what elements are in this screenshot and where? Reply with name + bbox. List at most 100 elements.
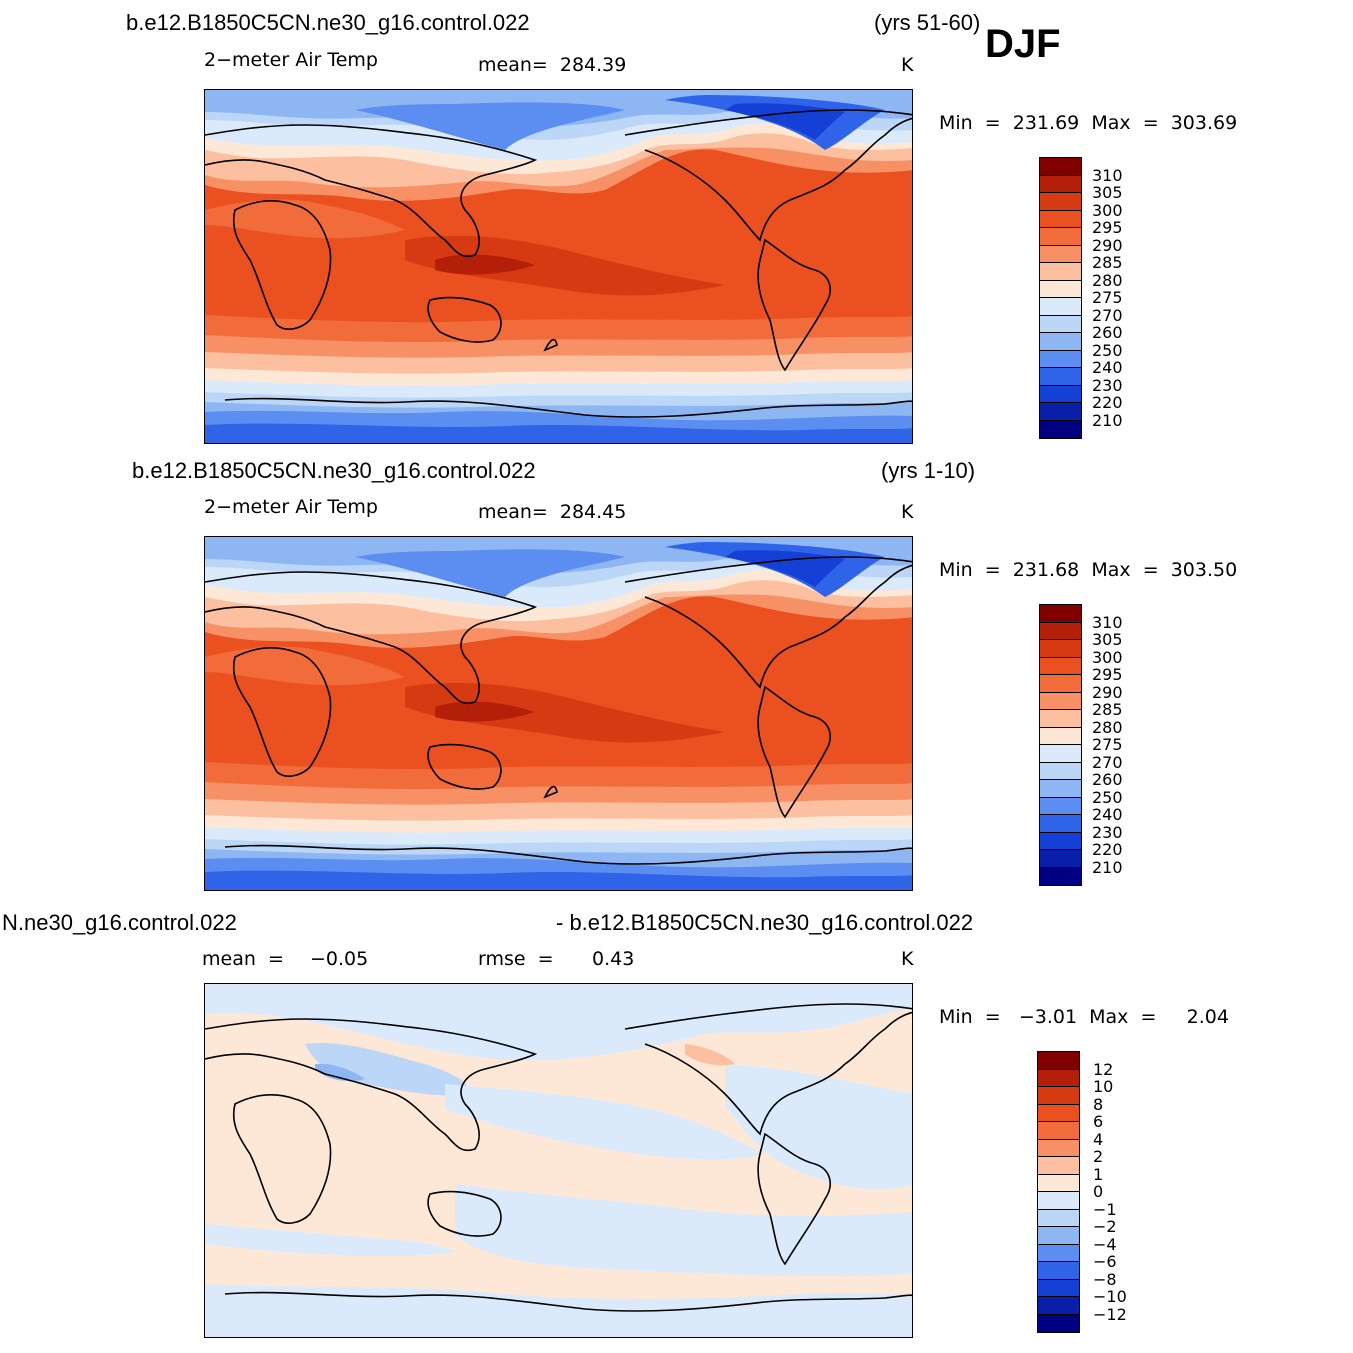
colorbar-swatch — [1038, 1174, 1079, 1192]
colorbar-tick-label: 240 — [1092, 358, 1123, 377]
colorbar-swatch — [1040, 745, 1081, 763]
colorbar-tick-label: 305 — [1092, 183, 1123, 202]
panel2-variable: 2−meter Air Temp — [204, 496, 378, 518]
colorbar-tick-label: −1 — [1093, 1199, 1117, 1219]
colorbar-swatch — [1040, 815, 1081, 833]
colorbar-tick-label: 305 — [1092, 630, 1123, 649]
colorbar-tick-label: 230 — [1092, 822, 1123, 842]
colorbar-swatch — [1040, 675, 1081, 693]
colorbar-tick-label: 12 — [1093, 1059, 1114, 1079]
colorbar-tick-label: 10 — [1093, 1077, 1114, 1096]
colorbar-tick-label: 4 — [1093, 1129, 1104, 1149]
colorbar-tick-label: 2 — [1093, 1147, 1104, 1166]
colorbar-tick-label: −10 — [1093, 1287, 1127, 1306]
colorbar-swatch — [1038, 1157, 1079, 1175]
colorbar-swatch — [1040, 710, 1081, 728]
colorbar-tick-label: 250 — [1092, 787, 1123, 807]
colorbar-swatch — [1040, 298, 1081, 316]
colorbar-swatch — [1040, 420, 1081, 438]
colorbar-tick-label: 220 — [1092, 393, 1123, 412]
panel2-mean: mean= 284.45 — [478, 501, 627, 523]
panel3-units: K — [901, 948, 914, 970]
colorbar-swatch — [1040, 867, 1081, 885]
colorbar-swatch — [1038, 1314, 1079, 1332]
colorbar-swatch — [1040, 385, 1081, 403]
panel2-minmax: Min = 231.68 Max = 303.50 — [939, 559, 1238, 581]
colorbar-swatch — [1038, 1244, 1079, 1262]
panel2-units: K — [901, 501, 914, 523]
colorbar-swatch — [1040, 350, 1081, 368]
colorbar-swatch — [1040, 605, 1081, 623]
colorbar-swatch — [1040, 640, 1081, 658]
panel2-case-title: b.e12.B1850C5CN.ne30_g16.control.022 — [132, 458, 536, 483]
panel2-map — [204, 536, 913, 891]
colorbar-swatch — [1040, 368, 1081, 386]
panel3-colorbar — [1037, 1051, 1080, 1333]
colorbar-tick-label: 230 — [1092, 375, 1123, 395]
colorbar-swatch — [1040, 175, 1081, 193]
colorbar-tick-label: 290 — [1092, 235, 1123, 255]
colorbar-tick-label: 280 — [1092, 717, 1123, 737]
colorbar-tick-label: 285 — [1092, 253, 1123, 272]
colorbar-swatch — [1040, 850, 1081, 868]
panel3-mean-label: mean = — [202, 948, 284, 970]
panel3-case-left: N.ne30_g16.control.022 — [2, 910, 237, 935]
colorbar-tick-label: −6 — [1093, 1252, 1117, 1271]
colorbar-swatch — [1038, 1087, 1079, 1105]
colorbar-tick-label: 295 — [1092, 218, 1123, 237]
colorbar-swatch — [1040, 228, 1081, 246]
colorbar-swatch — [1038, 1297, 1079, 1315]
colorbar-swatch — [1038, 1104, 1079, 1122]
colorbar-tick-label: 310 — [1092, 165, 1123, 185]
panel3-map — [204, 983, 913, 1338]
panel2-colorbar — [1039, 604, 1082, 886]
colorbar-swatch — [1040, 832, 1081, 850]
colorbar-swatch — [1038, 1069, 1079, 1087]
panel3-minmax: Min = −3.01 Max = 2.04 — [939, 1006, 1229, 1028]
panel3-case-right: - b.e12.B1850C5CN.ne30_g16.control.022 — [556, 910, 974, 935]
panel1-map — [204, 89, 913, 444]
colorbar-tick-label: 295 — [1092, 665, 1123, 684]
colorbar-swatch — [1040, 333, 1081, 351]
colorbar-swatch — [1040, 245, 1081, 263]
colorbar-swatch — [1038, 1139, 1079, 1157]
colorbar-tick-label: 275 — [1092, 735, 1123, 754]
colorbar-swatch — [1040, 280, 1081, 298]
colorbar-tick-label: 300 — [1092, 200, 1123, 220]
colorbar-swatch — [1038, 1209, 1079, 1227]
colorbar-tick-label: 8 — [1093, 1094, 1104, 1114]
colorbar-tick-label: 260 — [1092, 770, 1123, 789]
colorbar-tick-label: 210 — [1092, 857, 1123, 877]
colorbar-tick-label: 275 — [1092, 288, 1123, 307]
panel3-mean-value: −0.05 — [310, 948, 369, 970]
colorbar-tick-label: 250 — [1092, 340, 1123, 360]
colorbar-tick-label: 260 — [1092, 323, 1123, 342]
colorbar-swatch — [1038, 1192, 1079, 1210]
colorbar-swatch — [1038, 1052, 1079, 1070]
colorbar-tick-label: 300 — [1092, 647, 1123, 667]
colorbar-tick-label: −4 — [1093, 1234, 1117, 1254]
panel1-colorbar — [1039, 157, 1082, 439]
colorbar-tick-label: 210 — [1092, 410, 1123, 430]
colorbar-tick-label: −2 — [1093, 1217, 1117, 1236]
colorbar-tick-label: 220 — [1092, 840, 1123, 859]
panel3-field — [205, 984, 912, 1337]
colorbar-swatch — [1040, 692, 1081, 710]
colorbar-tick-label: 1 — [1093, 1164, 1104, 1184]
colorbar-tick-label: 270 — [1092, 752, 1123, 772]
colorbar-swatch — [1040, 780, 1081, 798]
colorbar-tick-label: 280 — [1092, 270, 1123, 290]
panel3-rmse-value: 0.43 — [592, 948, 635, 970]
colorbar-swatch — [1040, 727, 1081, 745]
colorbar-swatch — [1038, 1262, 1079, 1280]
colorbar-tick-label: 0 — [1093, 1182, 1104, 1201]
colorbar-tick-label: 6 — [1093, 1112, 1104, 1131]
colorbar-swatch — [1040, 315, 1081, 333]
colorbar-swatch — [1040, 158, 1081, 176]
colorbar-tick-label: 290 — [1092, 682, 1123, 702]
panel1-variable: 2−meter Air Temp — [204, 49, 378, 71]
colorbar-tick-label: 285 — [1092, 700, 1123, 719]
colorbar-tick-label: 310 — [1092, 612, 1123, 632]
panel2-field — [205, 537, 912, 890]
colorbar-tick-label: −8 — [1093, 1269, 1117, 1289]
